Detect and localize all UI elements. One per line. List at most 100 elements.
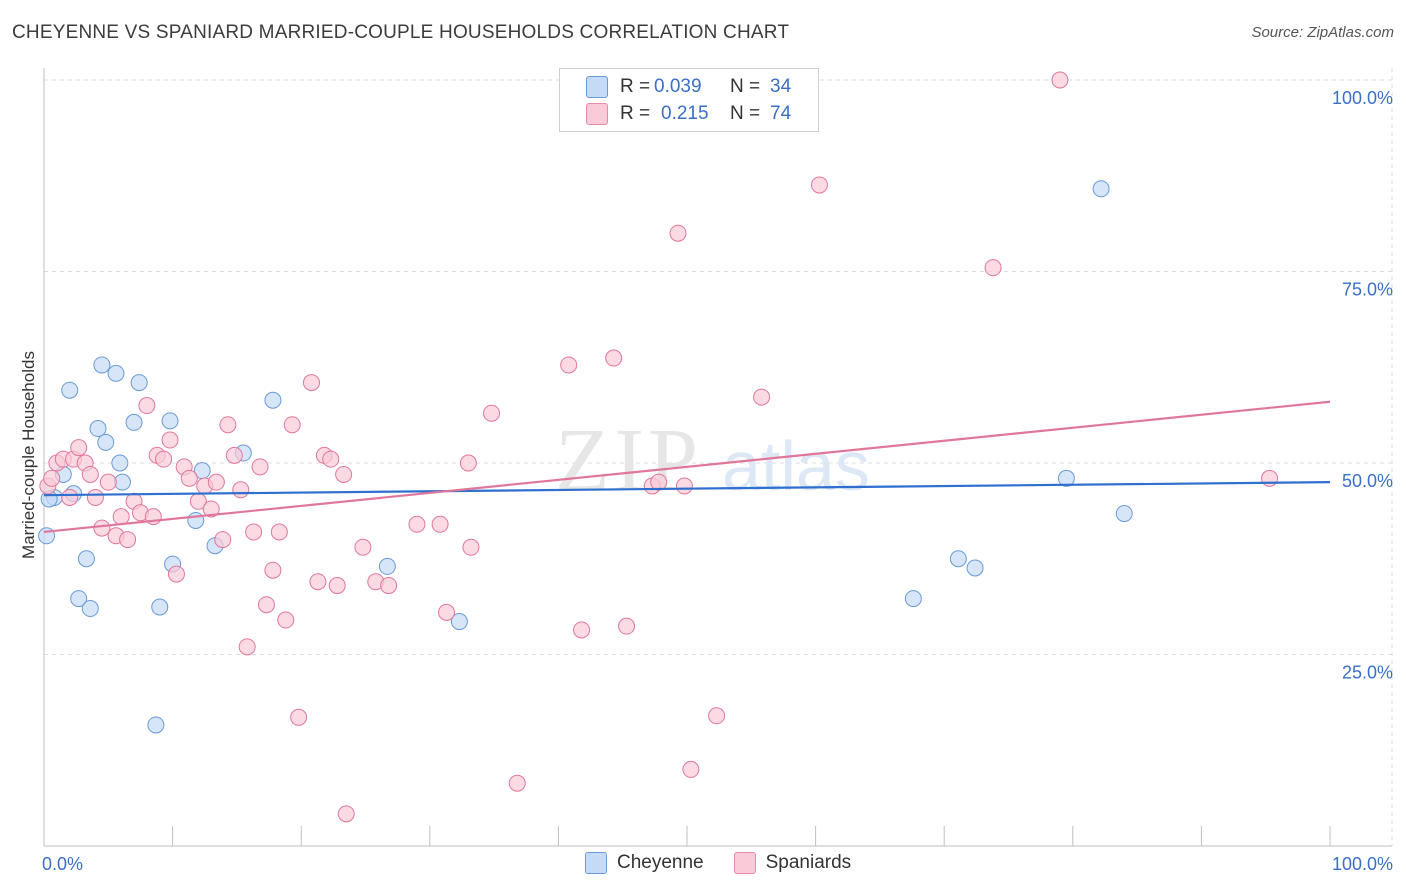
point-spaniards (380, 577, 398, 595)
legend-r-label: R = (620, 76, 651, 97)
point-cheyenne (450, 613, 468, 631)
point-cheyenne (81, 600, 99, 618)
point-spaniards (708, 707, 726, 725)
point-spaniards (573, 621, 591, 639)
chart-title: CHEYENNE VS SPANIARD MARRIED-COUPLE HOUS… (12, 22, 790, 43)
point-spaniards (669, 224, 687, 242)
point-cheyenne (949, 550, 967, 568)
point-spaniards (984, 259, 1002, 277)
point-cheyenne (107, 364, 125, 382)
point-cheyenne (264, 391, 282, 409)
point-spaniards (225, 446, 243, 464)
legend-r-label: R = (620, 103, 651, 124)
point-spaniards (245, 523, 263, 541)
point-spaniards (270, 523, 288, 541)
point-spaniards (86, 488, 104, 506)
point-spaniards (508, 774, 526, 792)
point-spaniards (264, 561, 282, 579)
point-cheyenne (130, 374, 148, 392)
point-spaniards (560, 356, 578, 374)
point-spaniards (277, 611, 295, 629)
point-cheyenne (147, 716, 165, 734)
x-tick-label: 100.0% (1332, 854, 1393, 874)
bottom-legend: Cheyenne Spaniards (585, 852, 881, 874)
point-cheyenne (97, 433, 115, 451)
point-cheyenne (1092, 180, 1110, 198)
point-cheyenne (1057, 469, 1075, 487)
legend-row-spaniards: R = 0.215 N = 74 (586, 102, 791, 126)
y-tick-label: 75.0% (1342, 280, 1393, 300)
point-cheyenne (113, 473, 131, 491)
point-spaniards (112, 508, 130, 526)
point-cheyenne (125, 413, 143, 431)
trend-lines (43, 400, 1331, 534)
point-spaniards (283, 416, 301, 434)
legend-swatch-cheyenne (586, 76, 608, 98)
point-spaniards (161, 431, 179, 449)
point-cheyenne (378, 557, 396, 575)
point-spaniards (462, 538, 480, 556)
point-spaniards (138, 397, 156, 415)
point-spaniards (93, 519, 111, 537)
point-spaniards (251, 458, 269, 476)
point-spaniards (70, 439, 88, 457)
point-spaniards (167, 565, 185, 583)
watermark-zip: ZIP (555, 411, 702, 510)
bottom-legend-swatch-spaniards (733, 852, 756, 874)
grid-lines (44, 68, 1393, 846)
point-cheyenne (966, 559, 984, 577)
point-spaniards (61, 488, 79, 506)
point-spaniards (207, 473, 225, 491)
point-spaniards (1261, 469, 1279, 487)
point-spaniards (290, 708, 308, 726)
point-spaniards (337, 805, 355, 823)
point-spaniards (302, 374, 320, 392)
tick-labels: 25.0% 50.0% 75.0% 100.0% 0.0% 100.0% (42, 88, 1393, 874)
y-tick-label: 25.0% (1342, 663, 1393, 683)
legend-n-label: N = (730, 103, 761, 124)
point-spaniards (257, 596, 275, 614)
chart-source: Source: ZipAtlas.com (1251, 24, 1394, 41)
point-spaniards (408, 515, 426, 533)
legend-swatch-spaniards (586, 103, 608, 125)
point-spaniards (682, 760, 700, 778)
bottom-legend-spaniards: Spaniards (733, 852, 851, 874)
bottom-legend-swatch-cheyenne (585, 852, 607, 874)
point-cheyenne (904, 590, 922, 608)
legend: R = 0.039 N = 34 R = 0.215 N = 74 (559, 68, 819, 132)
point-spaniards (99, 473, 117, 491)
legend-r-value: 0.039 (654, 76, 702, 97)
legend-n-value: 34 (770, 76, 792, 97)
legend-r-value: 0.215 (661, 103, 709, 124)
point-cheyenne (1115, 505, 1133, 523)
point-cheyenne (93, 356, 111, 374)
point-spaniards (238, 638, 256, 656)
trendline-cheyenne (43, 481, 1331, 497)
point-spaniards (232, 481, 250, 499)
point-spaniards (155, 450, 173, 468)
point-spaniards (180, 469, 198, 487)
point-spaniards (618, 617, 636, 635)
point-spaniards (459, 454, 477, 472)
point-cheyenne (77, 550, 95, 568)
legend-row-cheyenne: R = 0.039 N = 34 (586, 75, 791, 99)
watermark: ZIP atlas (555, 411, 870, 510)
point-cheyenne (187, 511, 205, 529)
point-cheyenne (70, 590, 88, 608)
point-spaniards (335, 465, 353, 483)
y-tick-label: 50.0% (1342, 471, 1393, 491)
point-cheyenne (89, 420, 107, 438)
point-spaniards (309, 573, 327, 591)
legend-n-label: N = (730, 76, 761, 97)
bottom-legend-cheyenne: Cheyenne (585, 852, 704, 874)
point-cheyenne (151, 598, 169, 616)
point-spaniards (81, 465, 99, 483)
legend-n-value: 74 (770, 103, 792, 124)
bottom-legend-label-cheyenne: Cheyenne (617, 852, 704, 873)
watermark-atlas: atlas (722, 427, 870, 505)
point-cheyenne (61, 381, 79, 399)
point-spaniards (675, 477, 693, 495)
point-cheyenne (111, 454, 129, 472)
point-spaniards (119, 531, 137, 549)
